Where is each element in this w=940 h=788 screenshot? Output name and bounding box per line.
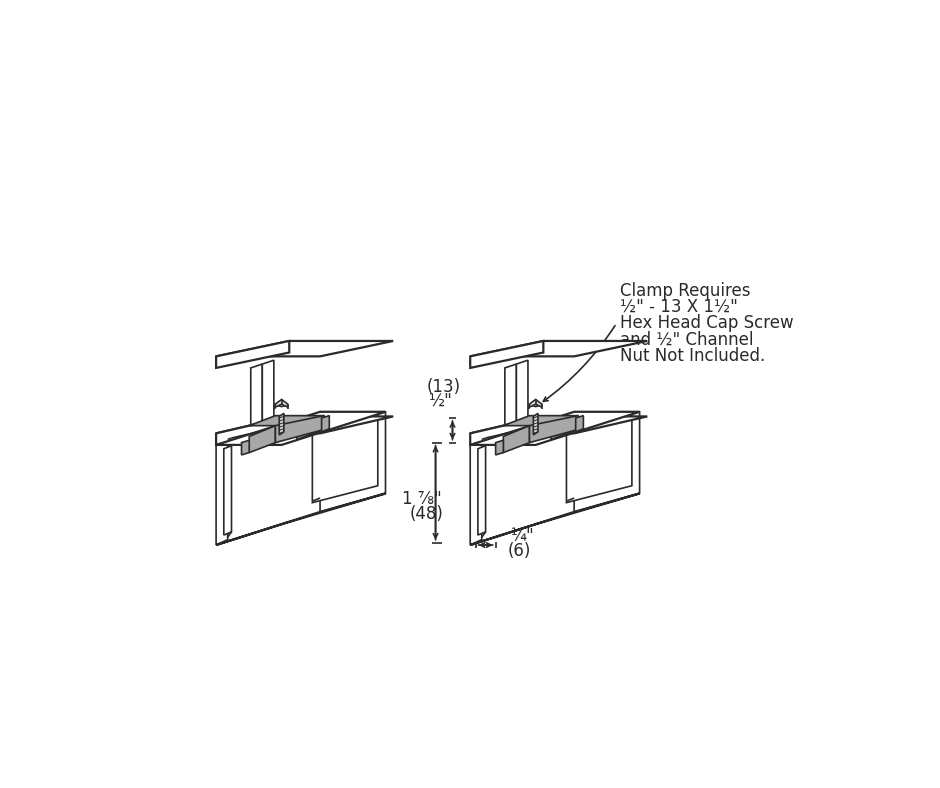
Polygon shape [275,415,324,443]
Text: ½": ½" [429,392,453,410]
Polygon shape [470,416,543,445]
Polygon shape [529,400,541,407]
Polygon shape [470,440,482,545]
Polygon shape [216,341,290,368]
Polygon shape [503,426,529,452]
Polygon shape [470,493,639,545]
Polygon shape [505,364,516,433]
Text: ¼": ¼" [511,526,535,545]
Polygon shape [216,440,227,545]
Polygon shape [320,412,385,512]
Text: (6): (6) [508,542,530,560]
Polygon shape [321,415,329,432]
Polygon shape [216,341,393,356]
Polygon shape [249,415,324,426]
Text: Nut Not Included.: Nut Not Included. [620,347,765,365]
Polygon shape [216,416,393,433]
Text: Clamp Requires: Clamp Requires [620,282,751,300]
Text: Hex Head Cap Screw: Hex Head Cap Screw [620,314,794,333]
Polygon shape [495,440,503,455]
Polygon shape [275,400,288,407]
Polygon shape [216,493,385,545]
Polygon shape [529,415,578,443]
Polygon shape [278,403,285,407]
Text: 1 ⅞": 1 ⅞" [401,490,442,507]
Polygon shape [478,446,486,535]
Polygon shape [297,415,324,440]
Polygon shape [242,440,249,455]
Polygon shape [279,414,284,435]
Polygon shape [312,414,378,503]
Polygon shape [574,412,639,512]
Polygon shape [470,416,648,433]
Text: (13): (13) [426,378,461,396]
Text: ½" - 13 X 1½": ½" - 13 X 1½" [620,298,738,316]
Polygon shape [575,415,584,432]
Polygon shape [551,415,578,440]
Polygon shape [251,364,262,433]
Polygon shape [470,341,543,368]
Polygon shape [470,412,639,445]
Polygon shape [516,360,528,429]
Polygon shape [503,415,578,426]
Polygon shape [533,403,539,407]
Polygon shape [470,341,648,356]
Polygon shape [567,414,632,503]
Text: and ½" Channel: and ½" Channel [620,330,754,348]
Polygon shape [216,412,385,445]
Polygon shape [262,360,274,429]
Polygon shape [224,446,231,535]
Polygon shape [216,416,290,445]
Polygon shape [249,426,275,452]
Polygon shape [533,414,538,435]
Text: (48): (48) [410,505,444,523]
